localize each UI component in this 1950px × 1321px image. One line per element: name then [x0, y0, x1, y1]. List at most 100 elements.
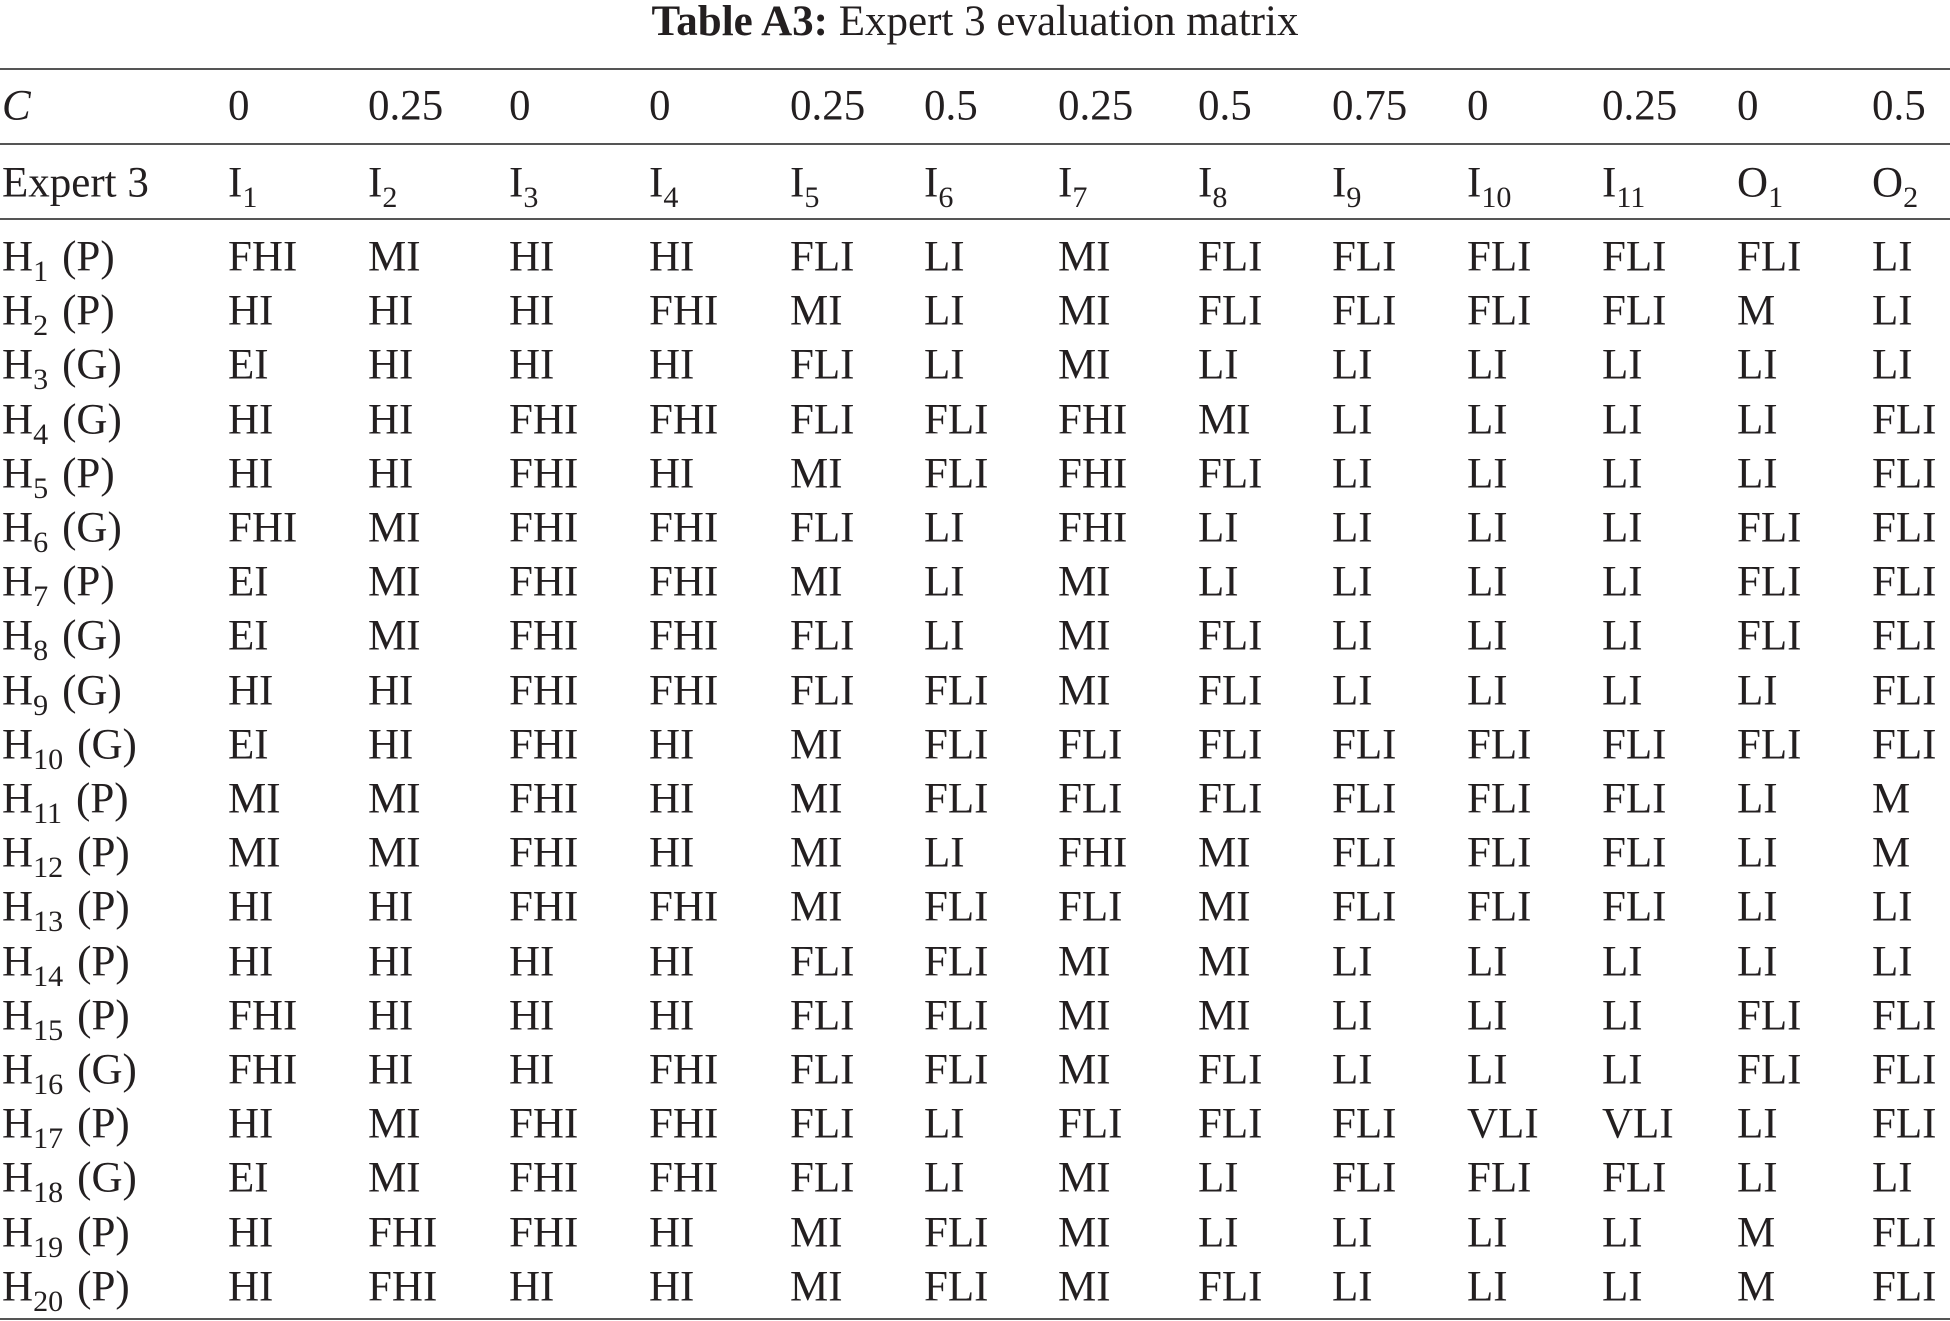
base: I: [228, 159, 243, 207]
rating-cell: M: [1872, 775, 1911, 823]
subscript: 1: [242, 180, 258, 215]
rating-cell: EI: [228, 558, 269, 606]
base: H: [2, 341, 34, 389]
rating-cell: FHI: [509, 1209, 579, 1257]
rating-cell: FLI: [1737, 233, 1802, 281]
rating-cell: HI: [649, 775, 695, 823]
rating-cell: MI: [790, 1263, 843, 1311]
rating-cell: LI: [1332, 1263, 1373, 1311]
base: I: [1058, 159, 1073, 207]
rating-cell: LI: [1467, 1263, 1508, 1311]
rating-cell: LI: [1602, 667, 1643, 715]
rating-cell: LI: [1737, 396, 1778, 444]
rating-cell: FLI: [1872, 1209, 1937, 1257]
rating-cell: EI: [228, 721, 269, 769]
rating-cell: HI: [509, 938, 555, 986]
base: H: [2, 1263, 34, 1311]
rating-cell: MI: [790, 883, 843, 931]
rating-cell: FLI: [1872, 1263, 1937, 1311]
rating-cell: LI: [924, 612, 965, 660]
rating-cell: LI: [1602, 1046, 1643, 1094]
rating-cell: LI: [1467, 992, 1508, 1040]
rating-cell: LI: [1737, 667, 1778, 715]
rating-cell: MI: [1058, 287, 1111, 335]
rating-cell: FLI: [924, 1263, 989, 1311]
rating-cell: FHI: [509, 775, 579, 823]
rating-cell: LI: [1332, 1209, 1373, 1257]
rating-cell: MI: [1058, 612, 1111, 660]
subscript: 7: [1072, 180, 1088, 215]
rating-cell: FHI: [228, 1046, 298, 1094]
rating-cell: LI: [1737, 938, 1778, 986]
rating-cell: FHI: [649, 1154, 719, 1202]
rating-cell: HI: [649, 233, 695, 281]
base: H: [2, 233, 34, 281]
rating-cell: LI: [1332, 1046, 1373, 1094]
rating-cell: FHI: [509, 667, 579, 715]
weight-value: 0.75: [1332, 82, 1408, 130]
subscript: 6: [33, 525, 49, 560]
rating-cell: LI: [1872, 287, 1913, 335]
rating-cell: FLI: [1332, 775, 1397, 823]
rating-cell: MI: [1058, 1209, 1111, 1257]
rating-cell: FLI: [1872, 992, 1937, 1040]
row-label: H17 (P): [2, 1103, 130, 1154]
rating-cell: LI: [1872, 233, 1913, 281]
tag: (G): [77, 721, 137, 769]
corner-label: Expert 3: [2, 159, 149, 207]
rating-cell: FLI: [1737, 612, 1802, 660]
rating-cell: FLI: [924, 667, 989, 715]
rating-cell: FLI: [790, 1046, 855, 1094]
rating-cell: FLI: [1872, 396, 1937, 444]
subscript: 19: [33, 1229, 64, 1264]
rating-cell: FHI: [509, 883, 579, 931]
column-header: O2: [1872, 162, 1918, 213]
base: H: [2, 721, 34, 769]
base: I: [1198, 159, 1213, 207]
rating-cell: MI: [1058, 233, 1111, 281]
table-title: Table A3: Expert 3 evaluation matrix: [0, 0, 1950, 43]
rating-cell: FLI: [1872, 504, 1937, 552]
rating-cell: LI: [1467, 667, 1508, 715]
rating-cell: HI: [368, 287, 414, 335]
rating-cell: FHI: [509, 396, 579, 444]
tag: (P): [62, 450, 115, 498]
subscript: 10: [33, 741, 64, 776]
rating-cell: FLI: [1602, 1154, 1667, 1202]
rating-cell: MI: [1058, 558, 1111, 606]
base: I: [649, 159, 664, 207]
tag: (P): [77, 883, 130, 931]
subscript: 1: [33, 254, 49, 289]
base: I: [790, 159, 805, 207]
tag: (P): [62, 287, 115, 335]
row-label: H2 (P): [2, 287, 115, 341]
rating-cell: FLI: [1058, 883, 1123, 931]
rating-cell: FLI: [924, 450, 989, 498]
base: I: [368, 159, 383, 207]
rating-cell: FHI: [649, 1100, 719, 1148]
base: H: [2, 558, 34, 606]
rating-cell: FLI: [1737, 558, 1802, 606]
rating-cell: HI: [509, 233, 555, 281]
row-label: H8 (G): [2, 615, 122, 666]
rating-cell: FLI: [1737, 1046, 1802, 1094]
rating-cell: LI: [1872, 341, 1913, 389]
rating-cell: MI: [1198, 396, 1251, 444]
subscript: 9: [1346, 180, 1362, 215]
tag: (G): [62, 341, 122, 389]
header-rule: [0, 218, 1950, 220]
base: H: [2, 1046, 34, 1094]
row-label: H9 (G): [2, 669, 122, 720]
weight-value: 0: [1737, 82, 1759, 130]
rating-cell: FLI: [1198, 612, 1263, 660]
rating-cell: LI: [1737, 883, 1778, 931]
rating-cell: MI: [790, 1209, 843, 1257]
rating-cell: HI: [228, 1100, 274, 1148]
base: H: [2, 992, 34, 1040]
subscript: 1: [1768, 180, 1784, 215]
rating-cell: MI: [1198, 883, 1251, 931]
rating-cell: HI: [368, 341, 414, 389]
row-label: H16 (G): [2, 1046, 137, 1100]
rating-cell: FLI: [1058, 1100, 1123, 1148]
rating-cell: MI: [790, 721, 843, 769]
